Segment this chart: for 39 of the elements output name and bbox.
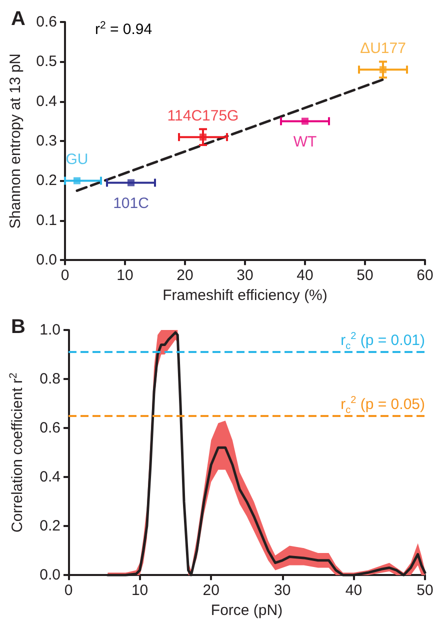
x-axis-title: Force (pN) [210, 602, 283, 619]
y-tick-label: 0.3 [36, 132, 57, 150]
y-tick-label: 0.2 [40, 518, 60, 535]
y-tick-label: 0.4 [40, 468, 60, 486]
x-tick-label: 30 [236, 267, 254, 284]
x-tick-label: 60 [416, 267, 434, 284]
series-label: ΔU177 [360, 40, 406, 58]
x-tick-label: 0 [60, 267, 70, 284]
y-tick-label: 1.0 [40, 322, 60, 338]
x-axis-title: Frameshift efficiency (%) [162, 287, 328, 304]
y-tick-label: 0.8 [40, 370, 60, 388]
y-tick-label: 0.6 [36, 14, 57, 30]
x-tick-label: 10 [116, 267, 134, 284]
x-tick-label: 20 [176, 267, 194, 284]
x-tick-label: 0 [64, 582, 73, 600]
series-label: 114C175G [167, 108, 239, 125]
y-tick-label: 0.0 [40, 566, 60, 584]
x-tick-label: 10 [131, 582, 148, 600]
y-tick-label: 0.0 [36, 252, 57, 269]
annotation: r$_{c}$$^{2}$ (p = 0.05) [340, 394, 425, 418]
y-tick-label: 0.5 [36, 53, 57, 70]
series-label: GU [66, 151, 88, 168]
x-tick-label: 40 [296, 267, 314, 284]
y-tick-label: 0.4 [36, 92, 57, 110]
chart-title: B [11, 316, 26, 338]
y-axis-title: Shannon entropy at 13 pN [7, 53, 24, 229]
x-tick-label: 50 [416, 582, 434, 600]
x-tick-label: 50 [356, 267, 374, 284]
x-tick-label: 40 [345, 582, 362, 600]
chart-title: A [11, 8, 26, 30]
series-label: WT [293, 134, 317, 151]
x-tick-label: 30 [274, 582, 291, 600]
series-label: 101C [113, 195, 150, 212]
annotation: r$_{c}$$^{2}$ (p = 0.01) [340, 330, 425, 354]
x-tick-label: 20 [202, 582, 220, 600]
y-tick-label: 0.1 [36, 212, 57, 229]
y-tick-label: 0.2 [36, 172, 57, 190]
y-tick-label: 0.6 [40, 420, 60, 437]
y-axis-title: Correlation coefficient r2 [8, 372, 26, 532]
